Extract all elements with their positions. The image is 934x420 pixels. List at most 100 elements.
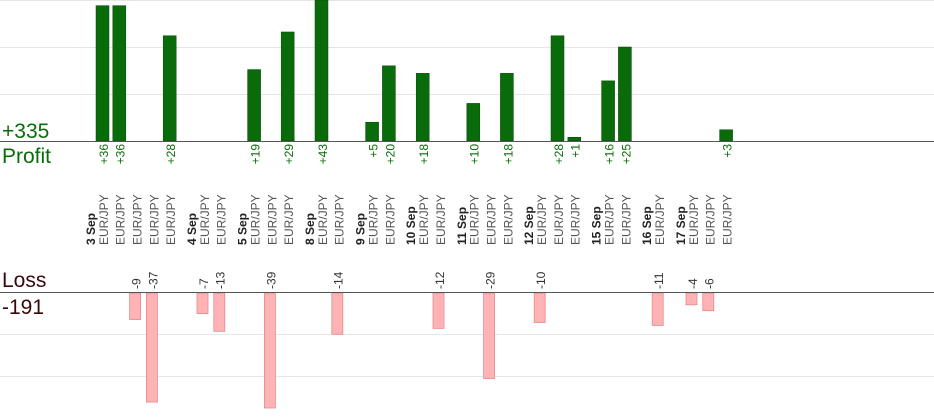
pair-tick-label: EUR/JPY (603, 194, 617, 245)
profit-bar (382, 65, 396, 142)
loss-bar (145, 292, 158, 403)
date-tick-label: 3 Sep (84, 213, 98, 245)
profit-value-label: +18 (501, 144, 515, 165)
loss-bar (196, 292, 209, 315)
loss-bar (331, 292, 344, 335)
loss-value-label: -7 (197, 278, 211, 289)
loss-bar (129, 292, 142, 320)
pair-tick-label: EUR/JPY (535, 194, 549, 245)
date-tick-label: 12 Sep (522, 206, 536, 245)
bars (95, 0, 733, 409)
pair-tick-label: EUR/JPY (383, 194, 397, 245)
profit-value-label: +43 (316, 144, 330, 165)
pair-tick-label: EUR/JPY (164, 194, 178, 245)
profit-bar (415, 73, 430, 142)
profit-bar (95, 5, 110, 142)
profit-value-label: +29 (282, 144, 296, 165)
date-tick-label: 15 Sep (590, 206, 604, 245)
pair-tick-label: EUR/JPY (417, 194, 431, 245)
date-tick-label: 10 Sep (404, 206, 418, 245)
profit-bar (314, 0, 329, 142)
loss-bar (651, 292, 664, 326)
pair-tick-label: EUR/JPY (282, 194, 296, 245)
pair-tick-label: EUR/JPY (569, 194, 583, 245)
profit-bar (567, 136, 582, 142)
profit-value-label: +28 (552, 144, 566, 165)
pair-tick-label: EUR/JPY (653, 194, 667, 245)
profit-bar (112, 5, 127, 142)
date-tick-label: 11 Sep (455, 207, 469, 245)
pair-tick-label: EUR/JPY (687, 194, 701, 245)
gridlines (0, 0, 934, 377)
loss-value-label: -14 (332, 271, 346, 289)
pair-tick-label: EUR/JPY (198, 194, 212, 245)
profit-value-label: +3 (721, 144, 735, 158)
profit-bar (601, 80, 615, 142)
pair-tick-label: EUR/JPY (619, 194, 633, 245)
pair-tick-label: EUR/JPY (485, 194, 499, 245)
profit-value-label: +10 (468, 144, 482, 165)
profit-bar (500, 73, 514, 142)
loss-total: -191 (2, 296, 44, 319)
profit-value-label: +20 (383, 144, 397, 165)
loss-value-label: -6 (703, 278, 717, 289)
date-tick-label: 8 Sep (303, 213, 317, 245)
pair-tick-label: EUR/JPY (434, 194, 448, 245)
pair-tick-label: EUR/JPY (316, 194, 330, 245)
pair-tick-label: EUR/JPY (501, 194, 515, 245)
loss-value-label: -9 (130, 278, 144, 289)
profit-label: Profit (2, 145, 51, 168)
date-tick-label: 4 Sep (185, 213, 199, 245)
pair-tick-label: EUR/JPY (367, 194, 381, 245)
profit-bar (365, 121, 379, 142)
pair-tick-label: EUR/JPY (249, 194, 263, 245)
loss-value-label: -12 (433, 271, 447, 289)
bar-value-labels: +36 +36 -9 -37 +28 -7 -13 +19 -39 +29 +43 -14 +5 +20 +… (97, 144, 735, 289)
profit-bar (550, 35, 565, 142)
loss-bar (685, 292, 698, 306)
date-tick-label: 9 Sep (354, 213, 368, 245)
profit-total: +335 (2, 120, 49, 143)
date-tick-label: 17 Sep (674, 206, 688, 245)
loss-bar (483, 292, 496, 379)
pair-tick-label: EUR/JPY (721, 194, 735, 245)
pair-tick-label: EUR/JPY (97, 194, 111, 245)
date-tick-label: 16 Sep (640, 206, 654, 245)
profit-value-label: +28 (164, 144, 178, 165)
profit-bar (466, 103, 481, 142)
pair-tick-label: EUR/JPY (704, 194, 718, 245)
pair-tick-label: EUR/JPY (131, 194, 145, 245)
loss-bar (702, 292, 715, 312)
loss-value-label: -4 (686, 278, 700, 289)
loss-bar (432, 292, 445, 329)
date-tick-label: 5 Sep (236, 213, 250, 245)
pair-tick-label: EUR/JPY (333, 194, 347, 245)
pair-tick-label: EUR/JPY (147, 194, 161, 245)
profit-value-label: +5 (367, 144, 381, 158)
loss-value-label: -39 (264, 271, 278, 289)
profit-value-label: +36 (97, 144, 111, 165)
profit-value-label: +36 (114, 144, 128, 165)
profit-bar (247, 69, 261, 142)
loss-bar (263, 292, 276, 409)
profit-value-label: +1 (569, 144, 583, 158)
loss-value-label: -13 (214, 271, 228, 289)
loss-value-label: -29 (484, 271, 498, 289)
profit-bar (280, 31, 295, 142)
pair-tick-label: EUR/JPY (265, 194, 279, 245)
profit-bar (719, 129, 733, 142)
pair-tick-label: EUR/JPY (552, 194, 566, 245)
profit-value-label: +19 (249, 144, 263, 165)
loss-value-label: -11 (652, 272, 666, 289)
loss-bar (213, 292, 226, 332)
loss-value-label: -10 (534, 271, 548, 289)
pair-tick-label: EUR/JPY (468, 194, 482, 245)
profit-value-label: +18 (417, 144, 431, 165)
loss-value-label: -37 (146, 271, 160, 289)
profit-value-label: +16 (603, 144, 617, 165)
profit-value-label: +25 (619, 144, 633, 165)
loss-label: Loss (2, 269, 46, 292)
profit-bar (618, 46, 632, 142)
